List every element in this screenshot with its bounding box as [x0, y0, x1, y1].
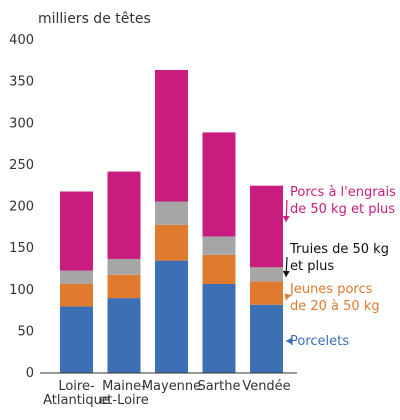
bar-segment: [250, 267, 283, 282]
legend-arrow-head: [286, 337, 292, 345]
category-label: et-Loire: [99, 393, 148, 408]
y-tick-label: 50: [17, 324, 34, 339]
bar-segment: [250, 304, 283, 373]
legend-label: de 50 kg et plus: [290, 202, 395, 217]
legend-label: Jeunes porcs: [289, 282, 373, 297]
y-tick-label: 350: [9, 75, 34, 90]
y-tick-label: 400: [9, 33, 34, 48]
category-label: Mayenne: [142, 379, 201, 394]
x-axis-categories: Loire-AtlantiqueMaine-et-LoireMayenneSar…: [43, 379, 291, 408]
y-tick-label: 300: [9, 116, 34, 131]
bar-segment: [107, 274, 141, 299]
bar-segment: [202, 236, 236, 255]
legend: Porcs à l'engrais de 50 kg et plus Truies …: [282, 185, 396, 349]
legend-label: Porcs à l'engrais: [290, 185, 396, 200]
bar-segment: [155, 201, 188, 225]
bar-segment: [60, 270, 93, 284]
bar-segment: [60, 283, 93, 307]
y-tick-label: 200: [9, 200, 34, 215]
bar-segment: [107, 258, 141, 275]
category-label: Atlantique: [43, 393, 110, 408]
category-label: Vendée: [242, 379, 290, 394]
legend-arrow-head: [282, 215, 290, 222]
legend-label: Truies de 50 kg: [289, 242, 389, 257]
bar-segment: [202, 283, 236, 373]
bars: [60, 69, 283, 373]
y-axis-ticks: 0 50 100 150 200 250 300 350 400: [9, 33, 34, 381]
legend-arrow-head: [284, 293, 292, 300]
bar-segment: [202, 254, 236, 284]
category-label: Loire-: [58, 379, 95, 394]
y-tick-label: 150: [9, 241, 34, 256]
y-tick-label: 250: [9, 158, 34, 173]
bar-segment: [155, 69, 188, 202]
y-tick-label: 100: [9, 283, 34, 298]
bar-segment: [250, 185, 283, 268]
bar-segment: [60, 306, 93, 373]
bar-segment: [155, 224, 188, 261]
bar-segment: [107, 298, 141, 373]
legend-label: de 20 à 50 kg: [290, 299, 380, 314]
bar-segment: [202, 132, 236, 237]
category-label: Sarthe: [198, 379, 241, 394]
legend-label: et plus: [290, 259, 334, 274]
legend-label: Porcelets: [290, 334, 349, 349]
legend-arrow-head: [282, 270, 290, 277]
bar-segment: [155, 260, 188, 373]
category-label: Maine-: [102, 379, 146, 394]
y-tick-label: 0: [26, 366, 34, 381]
unit-label: milliers de têtes: [38, 11, 151, 27]
bar-segment: [60, 191, 93, 271]
bar-segment: [107, 171, 141, 259]
bar-segment: [250, 281, 283, 305]
